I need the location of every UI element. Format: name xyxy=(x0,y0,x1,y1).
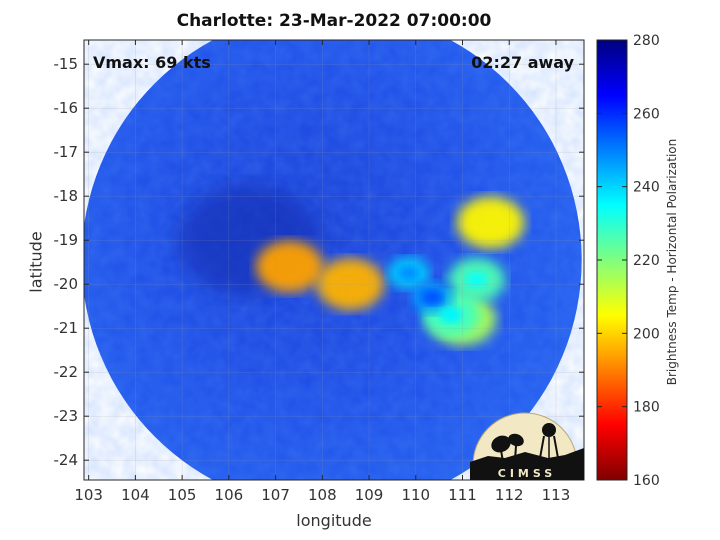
map-title: Charlotte: 23-Mar-2022 07:00:00 xyxy=(176,11,492,31)
y-tick-label: -23 xyxy=(54,407,79,425)
y-axis-ticks: -15 -16 -17 -18 -19 -20 -21 -22 -23 -24 xyxy=(54,55,584,469)
colorbar-tick-label: 180 xyxy=(633,400,660,416)
x-axis-ticks: 103 104 105 106 107 108 109 110 111 112 113 xyxy=(74,40,570,504)
y-tick-label: -22 xyxy=(54,363,79,381)
convection-cell xyxy=(316,258,385,311)
x-tick-label: 107 xyxy=(261,486,290,504)
colorbar-tick-label: 260 xyxy=(633,106,660,122)
cimss-logo: CIMSS xyxy=(470,412,584,480)
x-tick-label: 105 xyxy=(168,486,197,504)
colorbar-tick-label: 280 xyxy=(633,33,660,49)
x-tick-label: 113 xyxy=(542,486,571,504)
plot-frame xyxy=(83,39,585,481)
y-tick-label: -19 xyxy=(54,231,79,249)
convection-cell xyxy=(456,196,525,249)
y-tick-label: -21 xyxy=(54,319,79,337)
y-tick-label: -20 xyxy=(54,275,79,293)
colorbar-tick-label: 160 xyxy=(633,473,660,489)
colorbar-label: Brightness Temp - Horizontal Polarizatio… xyxy=(665,138,679,386)
colorbar: 160 180 200 220 240 260 280 xyxy=(596,33,660,489)
convection-core xyxy=(421,289,444,306)
x-tick-label: 110 xyxy=(401,486,430,504)
x-tick-label: 112 xyxy=(495,486,524,504)
logo-text: CIMSS xyxy=(498,467,556,480)
colorbar-tick-label: 200 xyxy=(633,326,660,342)
x-tick-label: 106 xyxy=(215,486,244,504)
y-tick-label: -18 xyxy=(54,187,79,205)
x-axis-label: longitude xyxy=(296,511,372,530)
vmax-label: Vmax: 69 kts xyxy=(93,53,211,72)
y-tick-label: -15 xyxy=(54,55,79,73)
convection-core xyxy=(465,271,488,288)
x-tick-label: 109 xyxy=(355,486,384,504)
x-tick-label: 111 xyxy=(448,486,477,504)
y-tick-label: -16 xyxy=(54,99,79,117)
y-tick-label: -24 xyxy=(54,451,79,469)
colorbar-tick-label: 220 xyxy=(633,253,660,269)
colorbar-tick-label: 240 xyxy=(633,180,660,196)
x-tick-label: 103 xyxy=(74,486,103,504)
y-tick-label: -17 xyxy=(54,143,79,161)
convection-core xyxy=(397,265,420,282)
x-tick-label: 104 xyxy=(121,486,150,504)
convection-core xyxy=(439,307,462,323)
swath-texture xyxy=(84,40,582,480)
y-axis-label: latitude xyxy=(26,231,46,293)
time-offset-label: 02:27 away xyxy=(471,53,574,72)
satellite-swath xyxy=(84,40,582,480)
x-tick-label: 108 xyxy=(308,486,337,504)
convection-cell xyxy=(255,240,324,293)
